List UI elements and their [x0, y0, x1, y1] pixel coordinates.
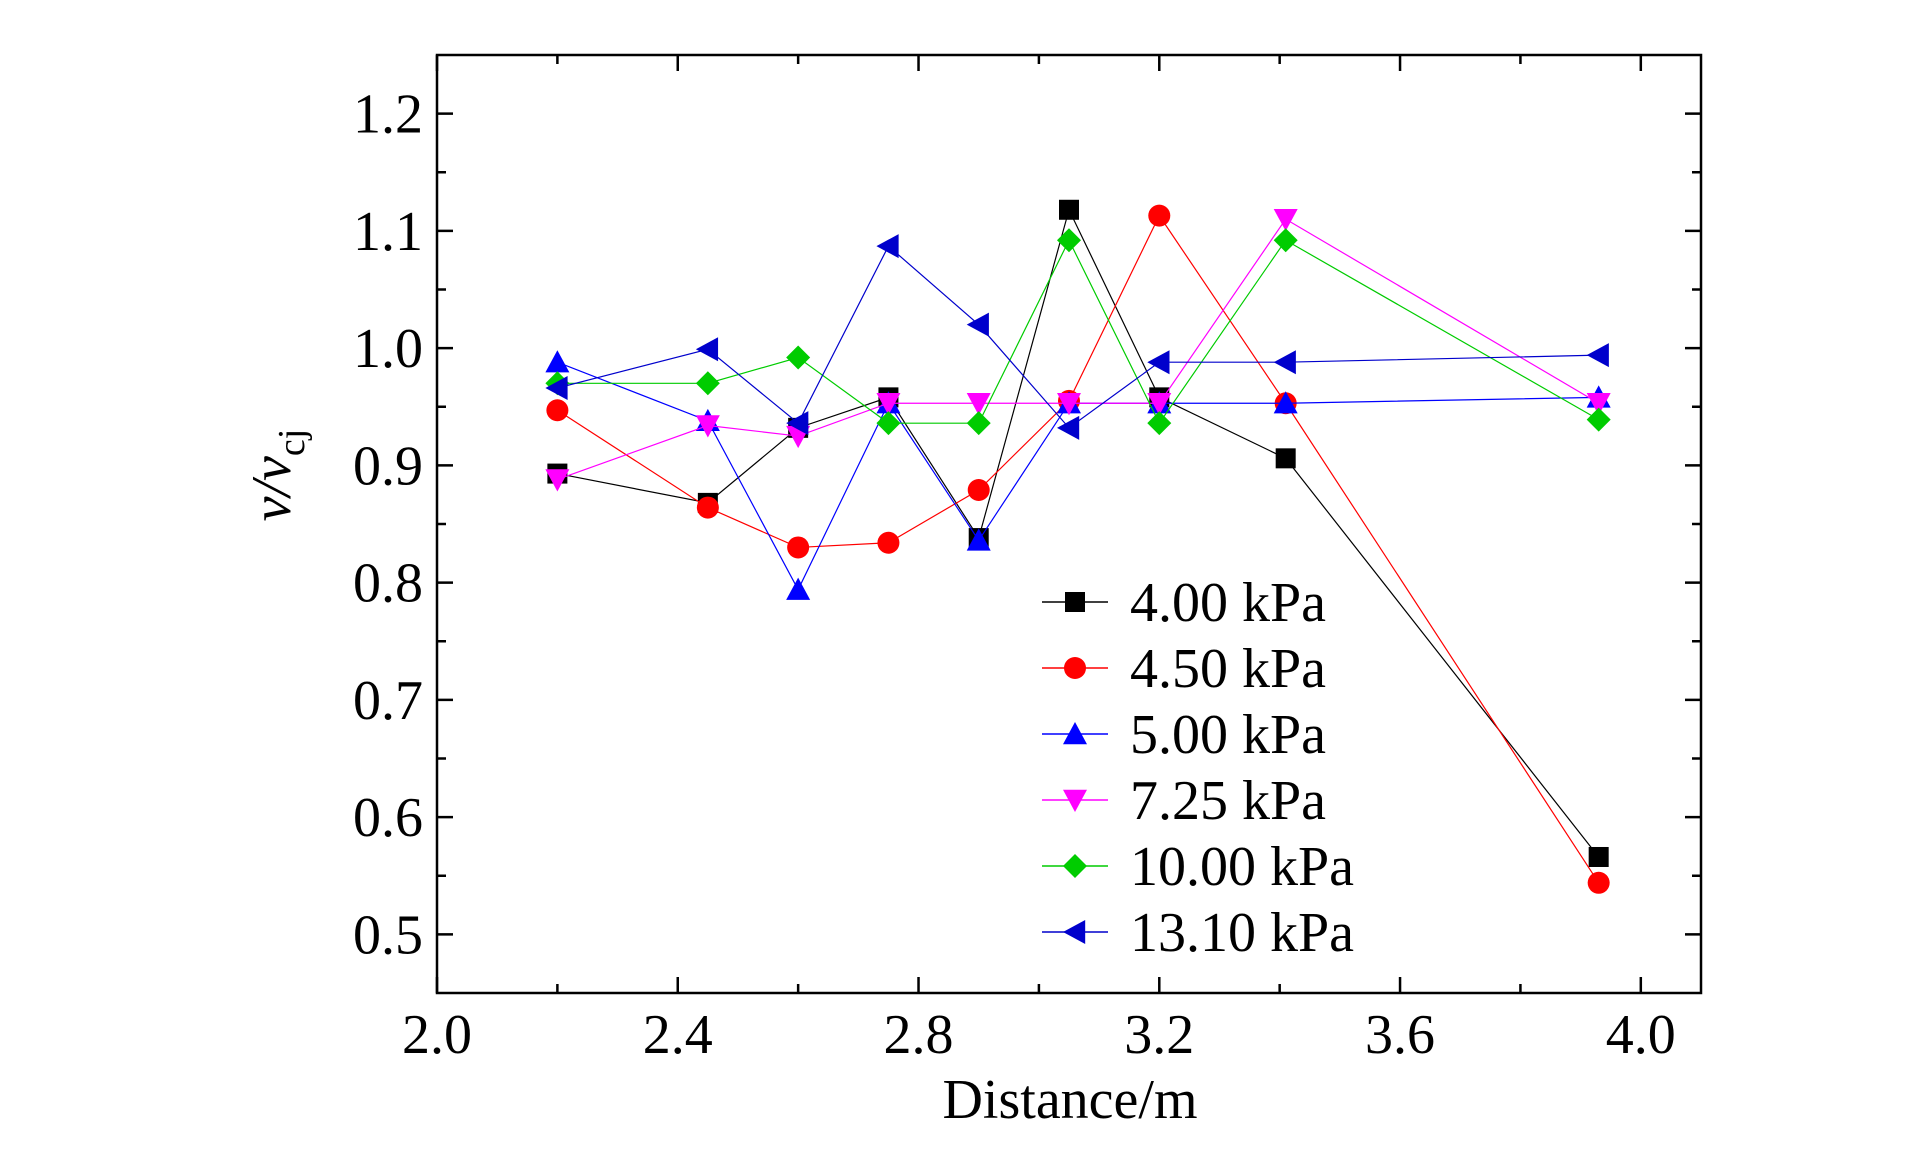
series-1	[547, 199, 1609, 867]
data-point	[1275, 448, 1296, 469]
data-point	[1273, 391, 1298, 414]
data-point	[1147, 411, 1172, 436]
legend-marker	[1064, 657, 1086, 679]
legend-label: 4.00 kPa	[1130, 572, 1326, 634]
data-point	[545, 350, 570, 373]
data-point	[1059, 199, 1079, 220]
data-point	[967, 478, 990, 501]
data-point	[695, 337, 719, 362]
data-point	[1587, 871, 1610, 894]
x-tick-label: 2.4	[643, 1004, 713, 1066]
series-layer	[545, 199, 1611, 894]
data-point	[695, 415, 720, 438]
legend-label: 10.00 kPa	[1130, 836, 1354, 898]
legend-marker	[1063, 722, 1087, 745]
legend-item: 4.50 kPa	[1042, 638, 1326, 700]
data-point	[877, 531, 900, 554]
data-point	[1147, 393, 1172, 416]
data-point	[966, 393, 991, 416]
legend-item: 4.00 kPa	[1042, 572, 1326, 634]
legend-marker	[1063, 854, 1087, 878]
y-tick-label: 1.0	[353, 318, 423, 380]
data-point	[695, 371, 720, 396]
legend-marker	[1063, 789, 1087, 812]
data-point	[696, 496, 719, 519]
y-tick-label: 0.8	[353, 553, 423, 615]
legend-label: 7.25 kPa	[1130, 770, 1326, 832]
y-axis-title-main: v/v	[241, 456, 303, 521]
y-tick-label: 1.1	[353, 201, 423, 263]
data-point	[546, 399, 569, 422]
legend-item: 13.10 kPa	[1042, 902, 1354, 964]
series-6	[545, 234, 1609, 440]
data-point	[1147, 350, 1170, 375]
data-point	[966, 411, 991, 436]
y-tick-label: 1.2	[353, 84, 423, 146]
x-tick-label: 3.2	[1124, 1004, 1194, 1066]
legend-label: 4.50 kPa	[1130, 638, 1326, 700]
data-point	[1148, 204, 1171, 227]
y-tick-label: 0.6	[353, 787, 423, 849]
y-tick-label: 0.5	[353, 904, 423, 966]
data-point	[1586, 393, 1611, 416]
data-point	[966, 528, 991, 551]
data-point	[545, 469, 570, 492]
data-point	[786, 577, 811, 600]
legend-label: 13.10 kPa	[1130, 902, 1354, 964]
series-line	[557, 214, 1600, 884]
legend-item: 10.00 kPa	[1042, 836, 1354, 898]
data-point	[786, 345, 811, 370]
legend-item: 5.00 kPa	[1042, 704, 1326, 766]
data-point	[1588, 846, 1609, 867]
x-tick-label: 2.0	[402, 1004, 472, 1066]
y-axis-title-subscript: cj	[271, 429, 313, 456]
data-point	[787, 536, 810, 559]
axis-ticks: 2.0 2.4 2.8 3.2 3.6 4.0 0.5 0.6 0.7 0.8 0.9 1.0 1.1 1…	[353, 55, 1701, 1066]
legend-marker	[1063, 920, 1086, 944]
x-axis-title: Distance/m	[942, 1069, 1197, 1131]
data-point	[1586, 343, 1609, 368]
data-point	[876, 234, 899, 259]
plot-frame	[435, 53, 1703, 995]
y-axis-title: v/vcj	[241, 429, 313, 522]
data-point	[876, 411, 901, 436]
data-point	[876, 393, 901, 416]
data-point	[1273, 228, 1298, 253]
data-point	[1586, 407, 1611, 432]
legend-item: 7.25 kPa	[1042, 770, 1326, 832]
x-tick-label: 4.0	[1606, 1004, 1676, 1066]
y-tick-label: 0.9	[353, 435, 423, 497]
data-point	[966, 312, 989, 337]
data-point	[1057, 393, 1081, 416]
data-point	[786, 411, 809, 436]
data-point	[1273, 208, 1298, 232]
legend-marker	[1065, 592, 1085, 612]
data-point	[545, 375, 568, 400]
data-point	[1057, 415, 1080, 440]
x-tick-label: 3.6	[1365, 1004, 1435, 1066]
y-tick-label: 0.7	[353, 670, 423, 732]
legend-label: 5.00 kPa	[1130, 704, 1326, 766]
data-point	[1057, 228, 1081, 253]
data-point	[1273, 350, 1296, 375]
x-tick-label: 2.8	[884, 1004, 954, 1066]
series-line	[557, 208, 1600, 858]
